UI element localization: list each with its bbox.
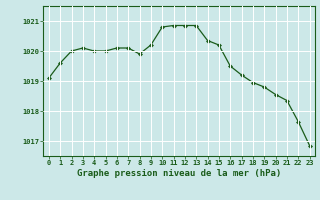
X-axis label: Graphe pression niveau de la mer (hPa): Graphe pression niveau de la mer (hPa) [77,169,281,178]
